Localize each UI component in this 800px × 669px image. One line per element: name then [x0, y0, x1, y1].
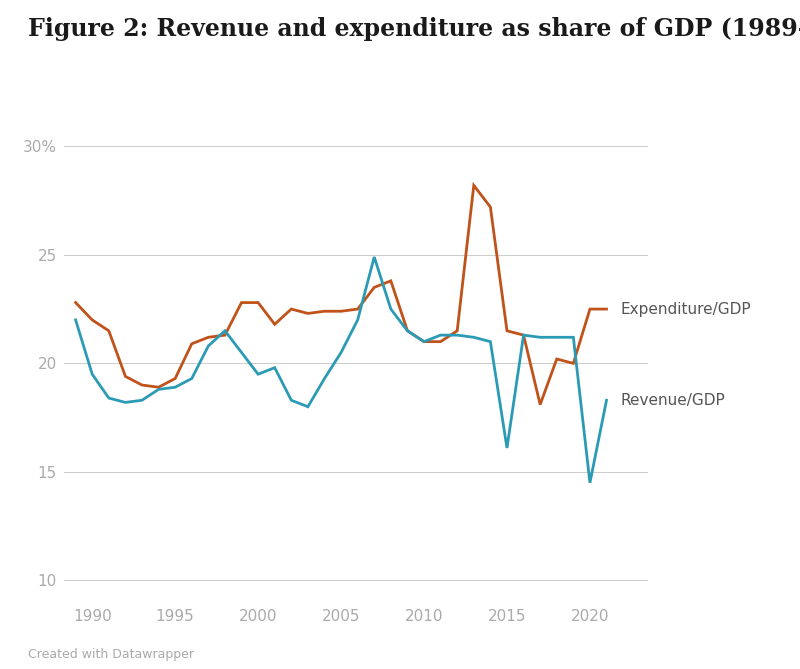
- Text: Revenue/GDP: Revenue/GDP: [621, 393, 725, 407]
- Text: Created with Datawrapper: Created with Datawrapper: [28, 648, 194, 661]
- Text: Figure 2: Revenue and expenditure as share of GDP (1989–2021): Figure 2: Revenue and expenditure as sha…: [28, 17, 800, 41]
- Text: Expenditure/GDP: Expenditure/GDP: [621, 302, 751, 316]
